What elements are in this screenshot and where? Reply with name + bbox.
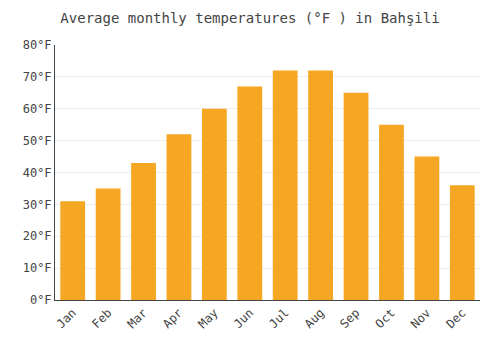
- svg-text:40°F: 40°F: [23, 166, 52, 180]
- svg-text:Apr: Apr: [160, 306, 185, 331]
- svg-text:May: May: [196, 306, 221, 331]
- svg-text:20°F: 20°F: [23, 229, 52, 243]
- svg-text:Jan: Jan: [54, 306, 79, 331]
- svg-text:50°F: 50°F: [23, 134, 52, 148]
- svg-text:Dec: Dec: [443, 306, 468, 331]
- svg-text:30°F: 30°F: [23, 198, 52, 212]
- svg-text:Nov: Nov: [408, 306, 433, 331]
- svg-text:Feb: Feb: [89, 306, 114, 331]
- svg-text:60°F: 60°F: [23, 102, 52, 116]
- svg-text:Jun: Jun: [231, 306, 256, 331]
- svg-text:0°F: 0°F: [30, 293, 52, 307]
- svg-text:Mar: Mar: [125, 306, 150, 331]
- svg-text:Aug: Aug: [302, 306, 327, 331]
- svg-text:10°F: 10°F: [23, 261, 52, 275]
- svg-text:Oct: Oct: [373, 306, 398, 331]
- svg-text:80°F: 80°F: [23, 38, 52, 52]
- svg-text:Sep: Sep: [337, 306, 362, 331]
- svg-text:70°F: 70°F: [23, 70, 52, 84]
- svg-text:Jul: Jul: [266, 306, 291, 331]
- svg-text:Average monthly temperatures (: Average monthly temperatures (°F ) in Ba…: [60, 10, 439, 26]
